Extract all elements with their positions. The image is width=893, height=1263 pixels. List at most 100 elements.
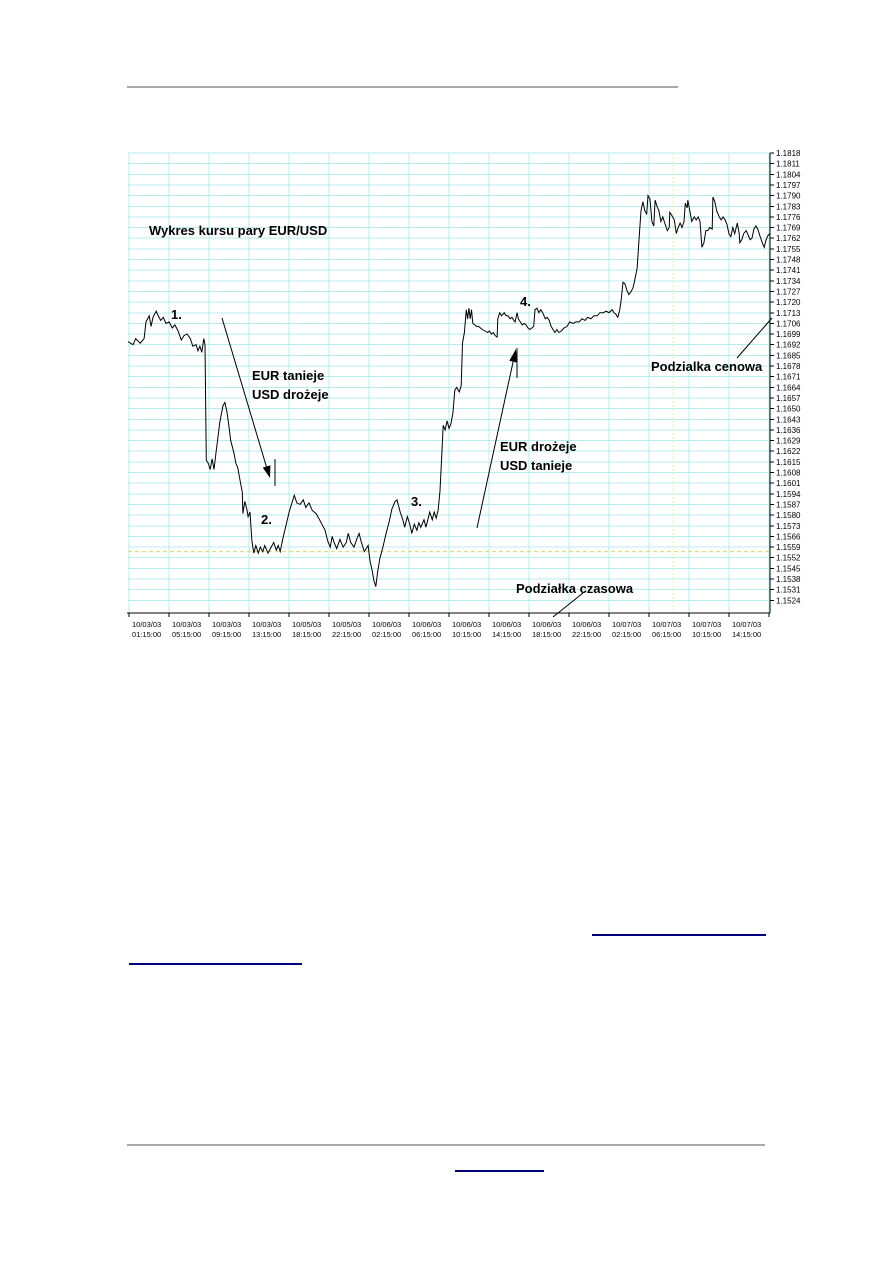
svg-text:1.1671: 1.1671	[776, 373, 801, 382]
svg-text:1.1566: 1.1566	[776, 532, 801, 541]
svg-text:1.1762: 1.1762	[776, 234, 801, 243]
down-move-note-line1: EUR tanieje	[252, 368, 325, 383]
eurusd-chart: 1.1818 1.1811 1.1804 1.1797 1.1790 1.1783 1.17…	[127, 148, 827, 653]
svg-text:10/03/03: 10/03/03	[252, 620, 281, 629]
marker-2: 2.	[261, 512, 272, 527]
svg-text:05:15:00: 05:15:00	[172, 630, 201, 639]
svg-text:1.1636: 1.1636	[776, 426, 801, 435]
svg-text:1.1608: 1.1608	[776, 469, 801, 478]
svg-text:10:15:00: 10:15:00	[452, 630, 481, 639]
svg-text:10/06/03: 10/06/03	[532, 620, 561, 629]
svg-text:1.1650: 1.1650	[776, 405, 801, 414]
svg-text:1.1748: 1.1748	[776, 256, 801, 265]
svg-text:10/06/03: 10/06/03	[372, 620, 401, 629]
svg-text:06:15:00: 06:15:00	[652, 630, 681, 639]
svg-text:10/03/03: 10/03/03	[132, 620, 161, 629]
svg-text:1.1818: 1.1818	[776, 149, 801, 158]
svg-text:09:15:00: 09:15:00	[212, 630, 241, 639]
svg-text:10:15:00: 10:15:00	[692, 630, 721, 639]
svg-text:10/07/03: 10/07/03	[652, 620, 681, 629]
svg-text:1.1657: 1.1657	[776, 394, 801, 403]
svg-text:10/07/03: 10/07/03	[692, 620, 721, 629]
svg-text:1.1587: 1.1587	[776, 500, 801, 509]
hyperlink-underline-2[interactable]	[129, 963, 302, 965]
svg-text:10/05/03: 10/05/03	[332, 620, 361, 629]
svg-text:1.1643: 1.1643	[776, 415, 801, 424]
svg-text:14:15:00: 14:15:00	[732, 630, 761, 639]
up-move-note-line2: USD tanieje	[500, 458, 573, 473]
price-curve	[127, 194, 771, 587]
svg-text:1.1790: 1.1790	[776, 192, 801, 201]
hyperlink-underline-1[interactable]	[592, 934, 766, 936]
svg-text:1.1734: 1.1734	[776, 277, 801, 286]
svg-text:14:15:00: 14:15:00	[492, 630, 521, 639]
svg-text:10/07/03: 10/07/03	[732, 620, 761, 629]
svg-text:22:15:00: 22:15:00	[572, 630, 601, 639]
top-divider	[127, 86, 678, 88]
svg-text:1.1573: 1.1573	[776, 522, 801, 531]
up-move-note: EUR drożeje USD tanieje	[500, 437, 577, 475]
up-move-note-line1: EUR drożeje	[500, 439, 577, 454]
reference-lines	[128, 153, 770, 613]
down-move-note: EUR tanieje USD drożeje	[252, 366, 329, 404]
svg-text:13:15:00: 13:15:00	[252, 630, 281, 639]
svg-text:1.1699: 1.1699	[776, 330, 801, 339]
svg-text:1.1692: 1.1692	[776, 341, 801, 350]
svg-text:02:15:00: 02:15:00	[372, 630, 401, 639]
marker-3: 3.	[411, 494, 422, 509]
svg-text:1.1811: 1.1811	[776, 160, 800, 169]
svg-text:10/06/03: 10/06/03	[492, 620, 521, 629]
svg-text:1.1622: 1.1622	[776, 447, 801, 456]
grid-lines	[128, 152, 770, 613]
svg-text:10/06/03: 10/06/03	[572, 620, 601, 629]
svg-text:18:15:00: 18:15:00	[532, 630, 561, 639]
svg-text:1.1727: 1.1727	[776, 287, 801, 296]
marker-1: 1.	[171, 307, 182, 322]
svg-text:1.1552: 1.1552	[776, 554, 801, 563]
price-scale-label: Podzialka cenowa	[651, 359, 763, 374]
svg-text:1.1594: 1.1594	[776, 490, 801, 499]
svg-text:1.1615: 1.1615	[776, 458, 801, 467]
svg-text:1.1531: 1.1531	[776, 586, 801, 595]
svg-text:1.1629: 1.1629	[776, 437, 801, 446]
svg-text:1.1706: 1.1706	[776, 319, 801, 328]
svg-text:01:15:00: 01:15:00	[132, 630, 161, 639]
annotation-arrows	[221, 317, 773, 618]
svg-text:10/06/03: 10/06/03	[412, 620, 441, 629]
svg-text:1.1559: 1.1559	[776, 543, 801, 552]
svg-text:10/06/03: 10/06/03	[452, 620, 481, 629]
svg-text:18:15:00: 18:15:00	[292, 630, 321, 639]
svg-text:1.1776: 1.1776	[776, 213, 801, 222]
svg-text:06:15:00: 06:15:00	[412, 630, 441, 639]
svg-text:1.1783: 1.1783	[776, 202, 801, 211]
svg-text:1.1545: 1.1545	[776, 564, 801, 573]
svg-text:1.1664: 1.1664	[776, 383, 801, 392]
svg-text:1.1797: 1.1797	[776, 181, 801, 190]
axes-and-ticks	[127, 152, 774, 617]
time-scale-label: Podziałka czasowa	[516, 581, 634, 596]
hyperlink-underline-3[interactable]	[455, 1170, 544, 1172]
svg-text:1.1713: 1.1713	[776, 309, 801, 318]
svg-text:1.1538: 1.1538	[776, 575, 801, 584]
svg-text:1.1769: 1.1769	[776, 224, 801, 233]
svg-text:1.1678: 1.1678	[776, 362, 801, 371]
bottom-divider	[127, 1144, 765, 1146]
svg-text:1.1685: 1.1685	[776, 351, 801, 360]
marker-4: 4.	[520, 294, 531, 309]
svg-text:10/03/03: 10/03/03	[172, 620, 201, 629]
svg-text:10/05/03: 10/05/03	[292, 620, 321, 629]
svg-text:10/07/03: 10/07/03	[612, 620, 641, 629]
svg-text:10/03/03: 10/03/03	[212, 620, 241, 629]
time-axis-labels: 10/03/0301:15:0010/03/0305:15:0010/03/03…	[132, 620, 761, 639]
chart-title: Wykres kursu pary EUR/USD	[149, 223, 328, 238]
svg-text:1.1720: 1.1720	[776, 298, 801, 307]
svg-text:1.1804: 1.1804	[776, 170, 801, 179]
svg-text:1.1524: 1.1524	[776, 596, 801, 605]
svg-text:1.1601: 1.1601	[776, 479, 801, 488]
svg-text:22:15:00: 22:15:00	[332, 630, 361, 639]
svg-text:1.1580: 1.1580	[776, 511, 801, 520]
svg-text:1.1741: 1.1741	[776, 266, 801, 275]
